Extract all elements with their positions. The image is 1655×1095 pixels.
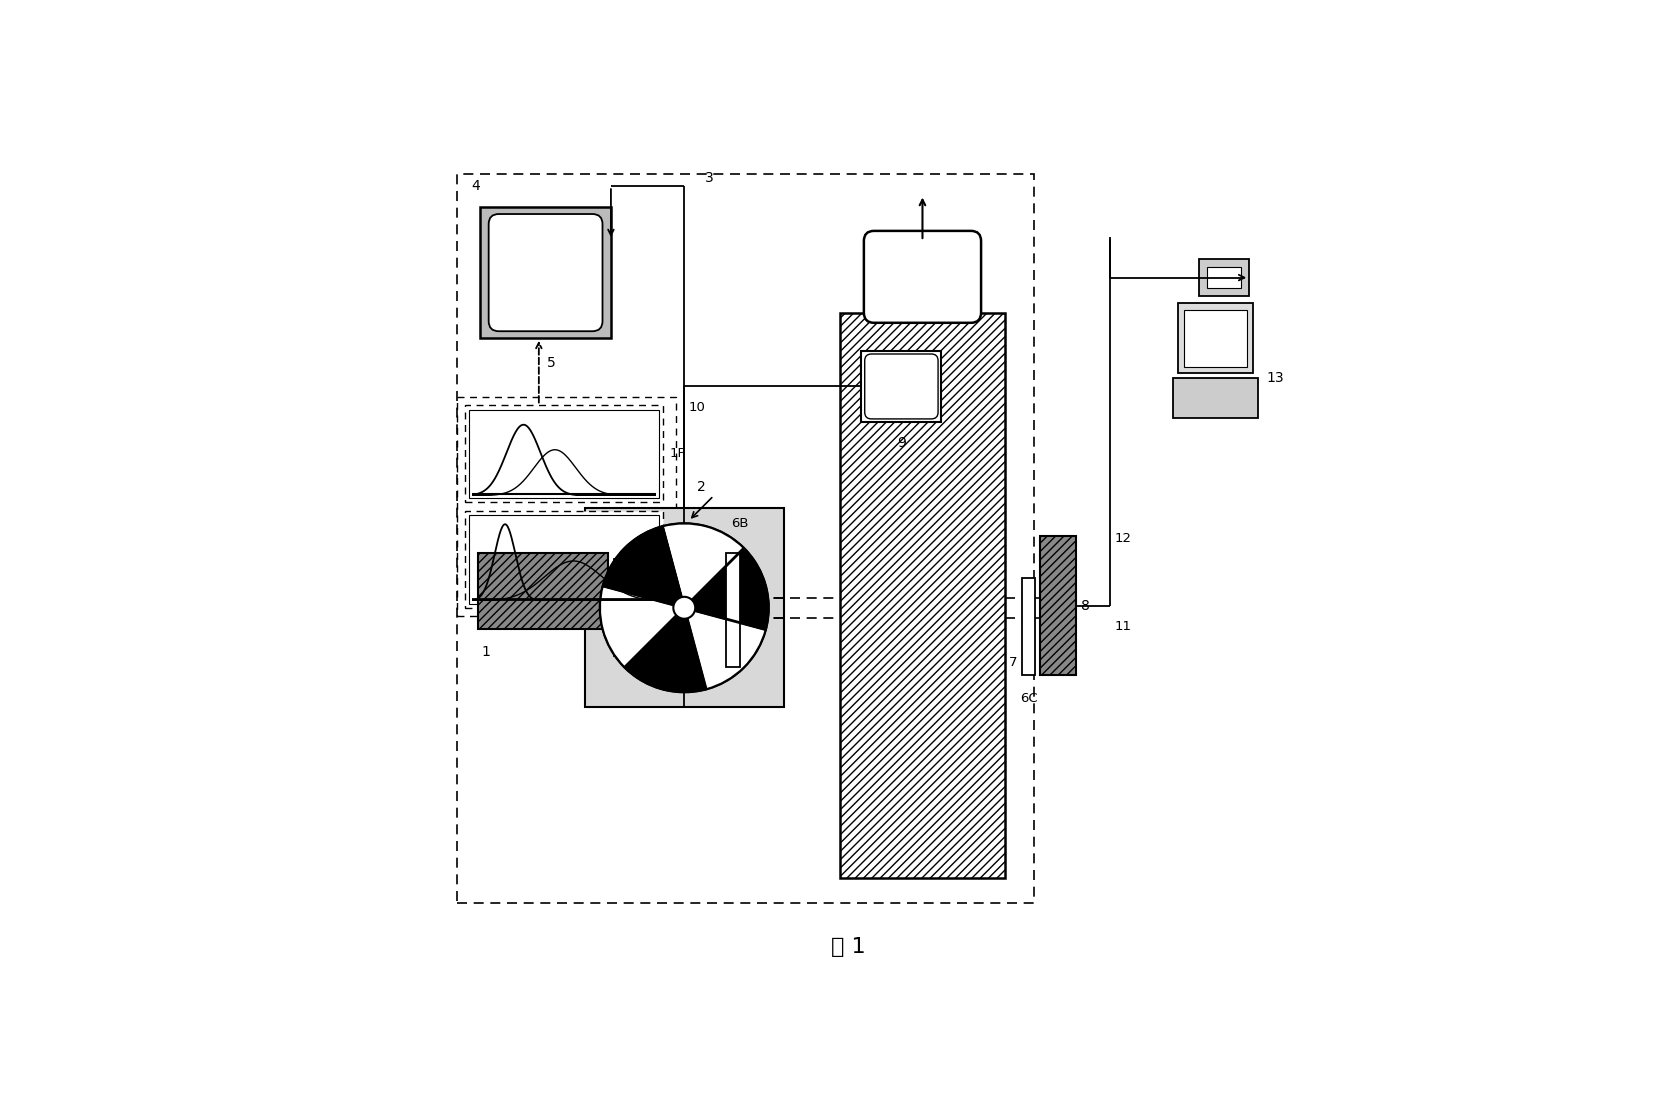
- Circle shape: [674, 597, 695, 619]
- Bar: [468, 515, 659, 603]
- Text: 2: 2: [697, 481, 705, 494]
- Bar: [584, 508, 783, 707]
- Text: 13: 13: [1266, 370, 1283, 384]
- Bar: [839, 313, 1005, 877]
- Text: 8: 8: [1081, 599, 1089, 613]
- Bar: [1039, 537, 1076, 676]
- Bar: [727, 553, 740, 667]
- Text: 11: 11: [1114, 620, 1130, 633]
- Text: 6B: 6B: [732, 517, 748, 530]
- Text: 1: 1: [482, 645, 490, 659]
- Text: 6C: 6C: [1019, 692, 1038, 705]
- Bar: [457, 173, 1034, 903]
- Text: 2P: 2P: [670, 553, 687, 566]
- Bar: [1198, 258, 1248, 297]
- Text: 图 1: 图 1: [831, 936, 866, 957]
- Bar: [1021, 578, 1034, 676]
- Text: 10: 10: [688, 401, 705, 414]
- Text: 3: 3: [705, 171, 713, 185]
- Wedge shape: [602, 527, 684, 608]
- Bar: [1177, 303, 1253, 373]
- Text: 5: 5: [546, 356, 556, 370]
- Bar: [1206, 267, 1240, 288]
- Bar: [465, 510, 662, 608]
- Text: 1P: 1P: [670, 448, 687, 460]
- Circle shape: [599, 523, 768, 692]
- Bar: [477, 553, 607, 629]
- Bar: [1183, 310, 1246, 367]
- Bar: [465, 405, 662, 503]
- FancyBboxPatch shape: [864, 354, 937, 419]
- Bar: [457, 397, 675, 616]
- Bar: [480, 207, 611, 338]
- Text: 9: 9: [897, 437, 905, 450]
- Text: 12: 12: [1114, 532, 1130, 544]
- Bar: [614, 558, 627, 656]
- Bar: [861, 350, 942, 423]
- Wedge shape: [684, 549, 768, 630]
- Text: 7: 7: [1008, 656, 1016, 669]
- Bar: [607, 576, 621, 607]
- Wedge shape: [684, 608, 765, 689]
- FancyBboxPatch shape: [488, 214, 602, 331]
- Bar: [1173, 378, 1256, 418]
- Wedge shape: [662, 523, 743, 608]
- Bar: [468, 410, 659, 498]
- FancyBboxPatch shape: [864, 231, 980, 323]
- Text: 6A: 6A: [631, 544, 647, 557]
- Text: 4: 4: [472, 180, 480, 193]
- Wedge shape: [599, 586, 684, 667]
- Wedge shape: [624, 608, 705, 692]
